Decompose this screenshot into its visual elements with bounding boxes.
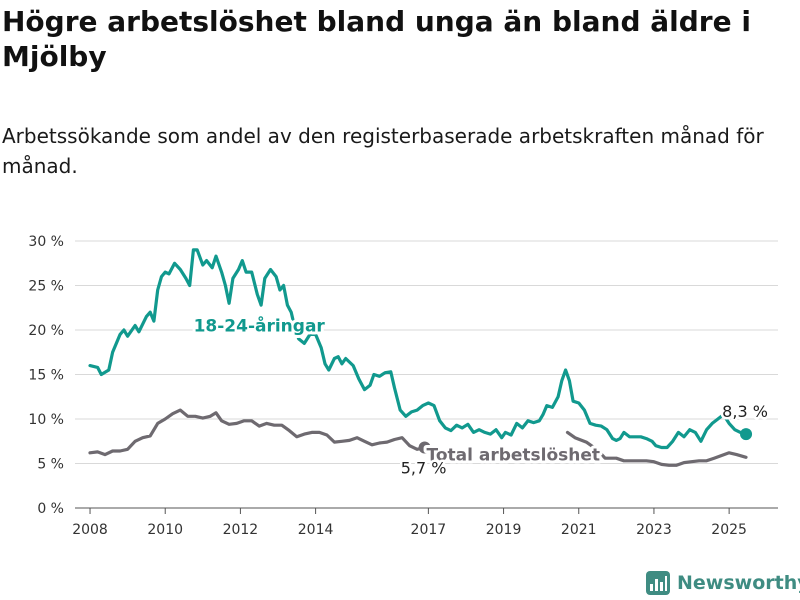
y-tick-label: 5 % (37, 457, 64, 473)
x-tick-label: 2019 (486, 522, 522, 538)
y-tick-label: 25 % (28, 279, 64, 295)
page-subtitle: Arbetssökande som andel av den registerb… (2, 124, 764, 178)
y-tick-label: 15 % (28, 368, 64, 384)
end-point-total-arbetsl-shet (418, 441, 431, 454)
x-tick-label: 2012 (223, 522, 259, 538)
series-label-total: Total arbetslöshet (427, 446, 601, 466)
newsworthy-logo-icon (646, 571, 670, 595)
series-label-total-halo: Total arbetslöshet (427, 446, 601, 466)
y-tick-label: 20 % (28, 323, 64, 339)
y-tick-label: 0 % (37, 501, 64, 517)
series-label-youth-halo: 18-24-åringar (194, 315, 326, 337)
x-tick-label: 2017 (411, 522, 447, 538)
series-line-18-24-ringar (88, 248, 748, 450)
brand-name: Newsworthy (677, 572, 800, 594)
end-label-total: 5,7 % (401, 458, 447, 477)
x-tick-label: 2008 (72, 522, 108, 538)
series-line-total-arbetsl-shet (88, 408, 427, 457)
end-label-youth-halo: 8,3 % (722, 402, 768, 421)
y-axis-labels: 0 % 5 % 10 % 15 % 20 % 25 % 30 % (28, 234, 64, 517)
end-label-total-halo: 5,7 % (401, 458, 447, 477)
x-tick-label: 2025 (711, 522, 747, 538)
x-tick-label: 2014 (298, 522, 334, 538)
y-tick-label: 30 % (28, 234, 64, 250)
series-lines (88, 248, 748, 467)
x-tick-label: 2023 (636, 522, 672, 538)
page-title: Högre arbetslöshet bland unga än bland ä… (2, 5, 751, 73)
series-label-youth: 18-24-åringar (194, 315, 326, 337)
x-axis: 2008 2010 2012 2014 2017 2019 2021 2023 2025 (72, 508, 747, 538)
y-tick-label: 10 % (28, 412, 64, 428)
x-tick-label: 2021 (561, 522, 597, 538)
x-tick-label: 2010 (147, 522, 183, 538)
end-label-youth: 8,3 % (722, 402, 768, 421)
end-point-18-24-ringar (740, 428, 753, 441)
series-line-total-arbetsl-shet-forts-ttning (565, 430, 748, 467)
newsworthy-brand[interactable]: Newsworthy (645, 570, 800, 596)
